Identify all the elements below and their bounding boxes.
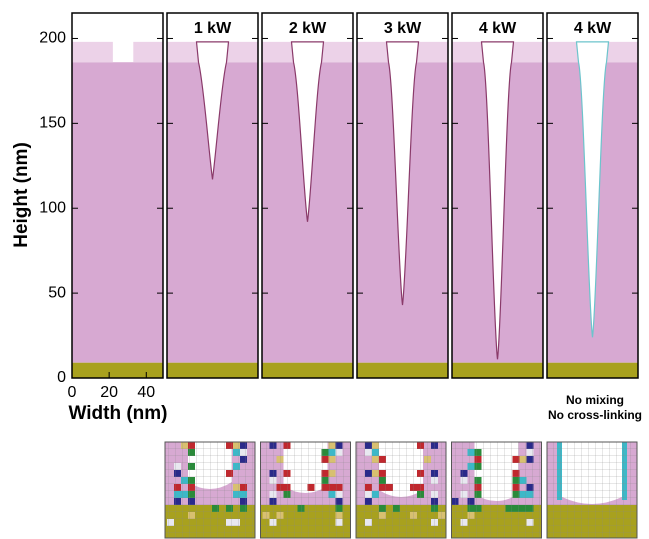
inset — [261, 442, 351, 538]
panel-label: 4 kW — [479, 20, 517, 37]
inset — [547, 442, 637, 538]
y-tick-label: 0 — [57, 369, 66, 386]
x-tick-label: 0 — [68, 384, 77, 401]
substrate — [72, 363, 163, 378]
substrate — [452, 363, 543, 378]
panel-label: 3 kW — [384, 20, 422, 37]
substrate — [167, 363, 258, 378]
panel: 3 kW — [357, 13, 448, 378]
mask — [133, 42, 163, 62]
x-axis-label: Width (nm) — [68, 403, 167, 424]
inset-grid — [547, 442, 637, 538]
inset — [452, 442, 542, 538]
y-tick-label: 150 — [39, 115, 66, 132]
mask — [72, 42, 113, 62]
substrate — [262, 363, 353, 378]
panel-label: 1 kW — [194, 20, 232, 37]
panel: 4 kW — [547, 13, 638, 378]
substrate — [357, 363, 448, 378]
resist — [72, 62, 163, 362]
inset — [356, 442, 446, 538]
note: No cross-linking — [548, 408, 642, 422]
y-axis-label: Height (nm) — [11, 142, 32, 248]
panel-label: 2 kW — [289, 20, 327, 37]
inset — [165, 442, 255, 538]
panel: 4 kW — [452, 13, 543, 378]
y-tick-label: 200 — [39, 30, 66, 47]
note: No mixing — [566, 393, 624, 407]
inset-grid — [261, 442, 351, 538]
substrate — [547, 363, 638, 378]
inset-grid — [452, 442, 542, 538]
y-tick-label: 100 — [39, 199, 66, 216]
panel: 1 kW — [167, 13, 258, 378]
panel: 2 kW — [262, 13, 353, 378]
x-tick-label: 40 — [137, 384, 155, 401]
figure: Height (nm) 0 50 100 150 200 0 20 40 Width (nm) 1 … — [0, 0, 649, 539]
panel — [72, 13, 163, 378]
panel-label: 4 kW — [574, 20, 612, 37]
inset-grid — [356, 442, 446, 538]
x-tick-label: 20 — [100, 384, 118, 401]
y-tick-label: 50 — [48, 284, 66, 301]
inset-grid — [165, 442, 255, 538]
